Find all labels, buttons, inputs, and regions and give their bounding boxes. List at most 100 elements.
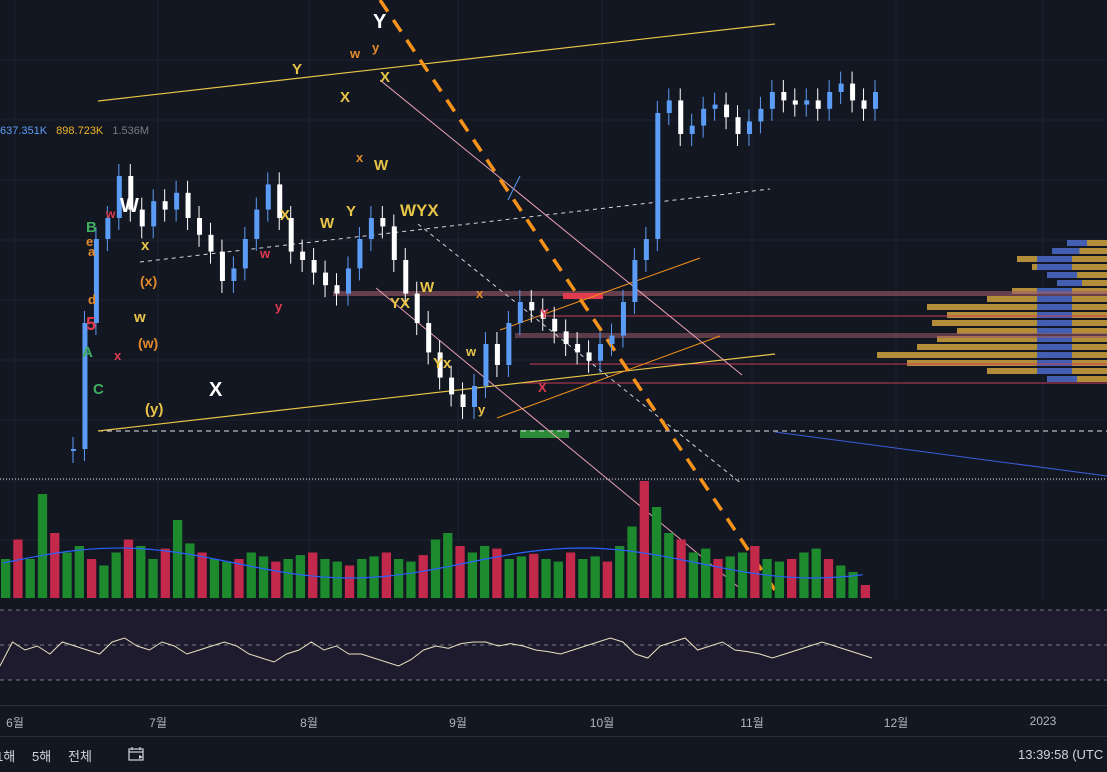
wave-label: x	[114, 348, 122, 363]
candle-body	[850, 83, 856, 101]
volume-bar	[504, 559, 514, 598]
volume-bar	[811, 548, 821, 598]
wave-label: w	[349, 46, 361, 61]
wave-label: W	[420, 279, 435, 296]
wave-label-X: X	[209, 379, 223, 401]
wave-label: (w)	[138, 335, 158, 351]
volume-value-1: 637.351K	[0, 125, 48, 137]
volume-bar	[344, 565, 355, 598]
candle-body	[746, 121, 752, 134]
volume-bar	[553, 561, 563, 598]
volume-bar	[479, 546, 490, 598]
orange-channel	[496, 335, 721, 419]
candle-body	[93, 239, 99, 323]
volume-profile-bar	[1037, 352, 1072, 358]
candle-body	[655, 113, 661, 239]
volume-bar	[99, 565, 109, 598]
candle-body	[265, 184, 271, 210]
volume-bar	[332, 561, 342, 598]
candle-body	[174, 192, 180, 210]
volume-bar	[578, 559, 588, 598]
candle-body	[563, 331, 569, 344]
candle-body	[231, 268, 237, 281]
x-tick-label: 8월	[300, 716, 318, 730]
volume-profile-bar	[932, 320, 1107, 326]
candle-body	[540, 310, 546, 319]
candle-body	[758, 108, 764, 122]
wave-label: Y	[540, 306, 549, 321]
volume-bar	[62, 552, 72, 598]
volume-bar	[37, 494, 48, 598]
channel-mid	[139, 188, 771, 263]
wave-label: w	[465, 344, 477, 359]
volume-bar	[615, 546, 625, 598]
candle-body	[185, 192, 191, 218]
candle-body	[472, 386, 477, 407]
candle-body	[414, 293, 420, 323]
dashed-trendline	[417, 223, 743, 485]
volume-profile-bar	[1057, 280, 1082, 286]
volume-bar	[136, 546, 146, 598]
wave-label: Y	[346, 203, 356, 220]
x-tick-label: 10월	[589, 716, 615, 730]
wave-label: Yx	[433, 355, 452, 372]
volume-bar	[283, 559, 293, 598]
candle-body	[689, 125, 695, 134]
volume-bar	[111, 552, 121, 598]
pink-trendline	[379, 79, 743, 376]
blue-trendline	[774, 431, 1107, 477]
wave-label: y	[372, 40, 380, 55]
wave-label: e	[86, 234, 93, 249]
clock-readout: 13:39:58 (UTC	[1018, 747, 1104, 762]
volume-bar	[639, 481, 649, 598]
resistance-zone	[333, 291, 1107, 296]
wave-label: d	[88, 292, 96, 307]
x-tick-label: 2023	[1029, 714, 1057, 728]
candle-body	[620, 302, 626, 336]
candle-body	[151, 201, 157, 227]
volume-bar	[774, 561, 785, 598]
candle-body	[506, 323, 512, 365]
volume-profile-bar	[927, 304, 1107, 310]
volume-profile-bar	[877, 352, 1107, 358]
volume-bar	[86, 559, 97, 598]
volume-bar	[467, 552, 477, 598]
volume-bar	[492, 548, 502, 598]
volume-profile-bar	[1037, 320, 1072, 326]
candle-body	[162, 201, 168, 210]
wave-label: (y)	[145, 401, 163, 418]
candle-body	[288, 218, 294, 252]
volume-bar	[701, 548, 711, 598]
wave-label: x	[141, 237, 150, 254]
volume-bar	[750, 546, 760, 598]
volume-bar	[418, 555, 428, 598]
volume-profile-bar	[1037, 344, 1072, 350]
wave-label-W: W	[120, 195, 139, 217]
candle-body	[437, 352, 443, 378]
date-range-icon[interactable]	[128, 746, 146, 762]
candle-body	[678, 100, 684, 134]
range-button-5y[interactable]: 5해	[32, 749, 52, 764]
volume-bar	[295, 555, 306, 598]
volume-bar	[209, 559, 220, 598]
candle-body	[323, 272, 329, 286]
volume-bar	[1, 559, 11, 598]
x-tick-label: 12월	[883, 716, 909, 730]
candle-body	[873, 92, 878, 109]
candle-body	[300, 251, 306, 260]
candle-body	[82, 323, 88, 449]
rsi-line	[0, 637, 873, 667]
time-axis[interactable]: 6월 7월 8월 9월 10월 11월 12월 2023	[0, 705, 1107, 736]
x-tick-label: 6월	[6, 716, 24, 730]
volume-profile-bar	[1052, 248, 1080, 254]
range-button-1y[interactable]: 1해	[0, 749, 16, 764]
volume-bar	[541, 559, 551, 598]
resistance-zone	[515, 333, 1107, 338]
volume-bar	[602, 561, 613, 598]
candle-body	[116, 176, 122, 218]
range-button-all[interactable]: 전체	[68, 749, 92, 764]
candle-body	[735, 117, 741, 134]
volume-bar	[50, 533, 60, 598]
